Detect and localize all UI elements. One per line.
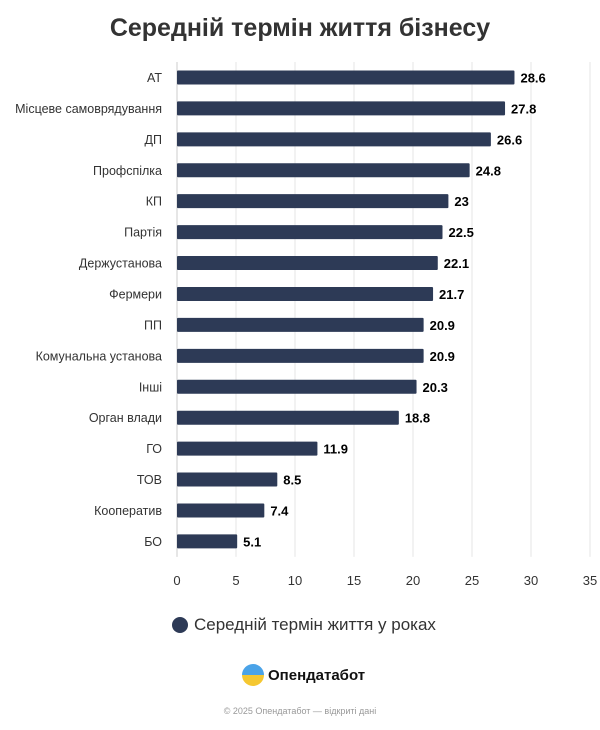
- y-tick-label: Фермери: [109, 287, 162, 301]
- data-label: 23: [454, 194, 468, 209]
- brand-logo: Опендатабот: [242, 664, 365, 686]
- bar: [177, 163, 470, 178]
- y-tick-label: ГО: [146, 442, 162, 456]
- bar: [177, 410, 399, 425]
- data-label: 20.3: [423, 380, 448, 395]
- legend-marker: [172, 617, 188, 633]
- legend-label: Середній термін життя у роках: [194, 615, 436, 634]
- bar: [177, 379, 417, 394]
- data-label: 20.9: [430, 349, 455, 364]
- bar: [177, 101, 506, 116]
- data-label: 21.7: [439, 287, 464, 302]
- bar: [177, 225, 443, 240]
- y-tick-label: ПП: [144, 318, 162, 332]
- y-tick-label: Орган влади: [89, 411, 162, 425]
- data-label: 11.9: [323, 442, 348, 457]
- bar-chart: 0 5 10 15 20 25 30 35 АТ 28.6 Місцеве самоврядуван…: [15, 62, 597, 588]
- data-label: 7.4: [270, 503, 289, 518]
- y-tick-label: БО: [144, 535, 162, 549]
- legend: Середній термін життя у роках: [172, 615, 436, 635]
- bar: [177, 132, 491, 147]
- bar: [177, 534, 238, 549]
- y-tick-label: Держустанова: [79, 257, 162, 271]
- bar: [177, 348, 424, 363]
- bar: [177, 503, 265, 518]
- logo-icon: [242, 664, 264, 686]
- y-tick-label: АТ: [147, 71, 162, 85]
- bar: [177, 70, 515, 85]
- y-tick-label: Інші: [139, 380, 162, 394]
- data-label: 18.8: [405, 411, 430, 426]
- x-tick-label: 15: [347, 573, 361, 588]
- brand-name: Опендатабот: [268, 666, 366, 684]
- x-tick-label: 10: [288, 573, 302, 588]
- bar: [177, 256, 438, 271]
- bar: [177, 441, 318, 456]
- y-tick-label: Комунальна установа: [36, 349, 162, 363]
- x-tick-label: 20: [406, 573, 420, 588]
- bar: [177, 194, 449, 209]
- x-tick-label: 0: [173, 573, 180, 588]
- x-tick-label: 35: [583, 573, 597, 588]
- data-label: 27.8: [511, 101, 536, 116]
- data-label: 26.6: [497, 132, 522, 147]
- data-label: 28.6: [520, 70, 545, 85]
- y-tick-label: Кооператив: [94, 504, 162, 518]
- y-tick-label: ДП: [145, 133, 162, 147]
- y-tick-label: ТОВ: [137, 473, 162, 487]
- y-tick-label: Партія: [124, 226, 162, 240]
- x-tick-label: 30: [524, 573, 538, 588]
- data-label: 24.8: [476, 163, 501, 178]
- y-tick-label: Місцеве самоврядування: [15, 102, 162, 116]
- footer: © 2025 Опендатабот — відкриті дані: [223, 706, 377, 716]
- x-tick-label: 5: [232, 573, 239, 588]
- bar: [177, 317, 424, 332]
- bar: [177, 472, 278, 487]
- x-tick-label: 25: [465, 573, 479, 588]
- data-label: 22.1: [444, 256, 469, 271]
- chart-title: Середній термін життя бізнесу: [109, 14, 491, 42]
- data-label: 20.9: [430, 318, 455, 333]
- data-label: 8.5: [283, 473, 301, 488]
- data-label: 5.1: [243, 534, 261, 549]
- data-label: 22.5: [449, 225, 474, 240]
- bar: [177, 286, 434, 301]
- y-tick-label: КП: [146, 195, 162, 209]
- y-tick-label: Профспілка: [93, 164, 162, 178]
